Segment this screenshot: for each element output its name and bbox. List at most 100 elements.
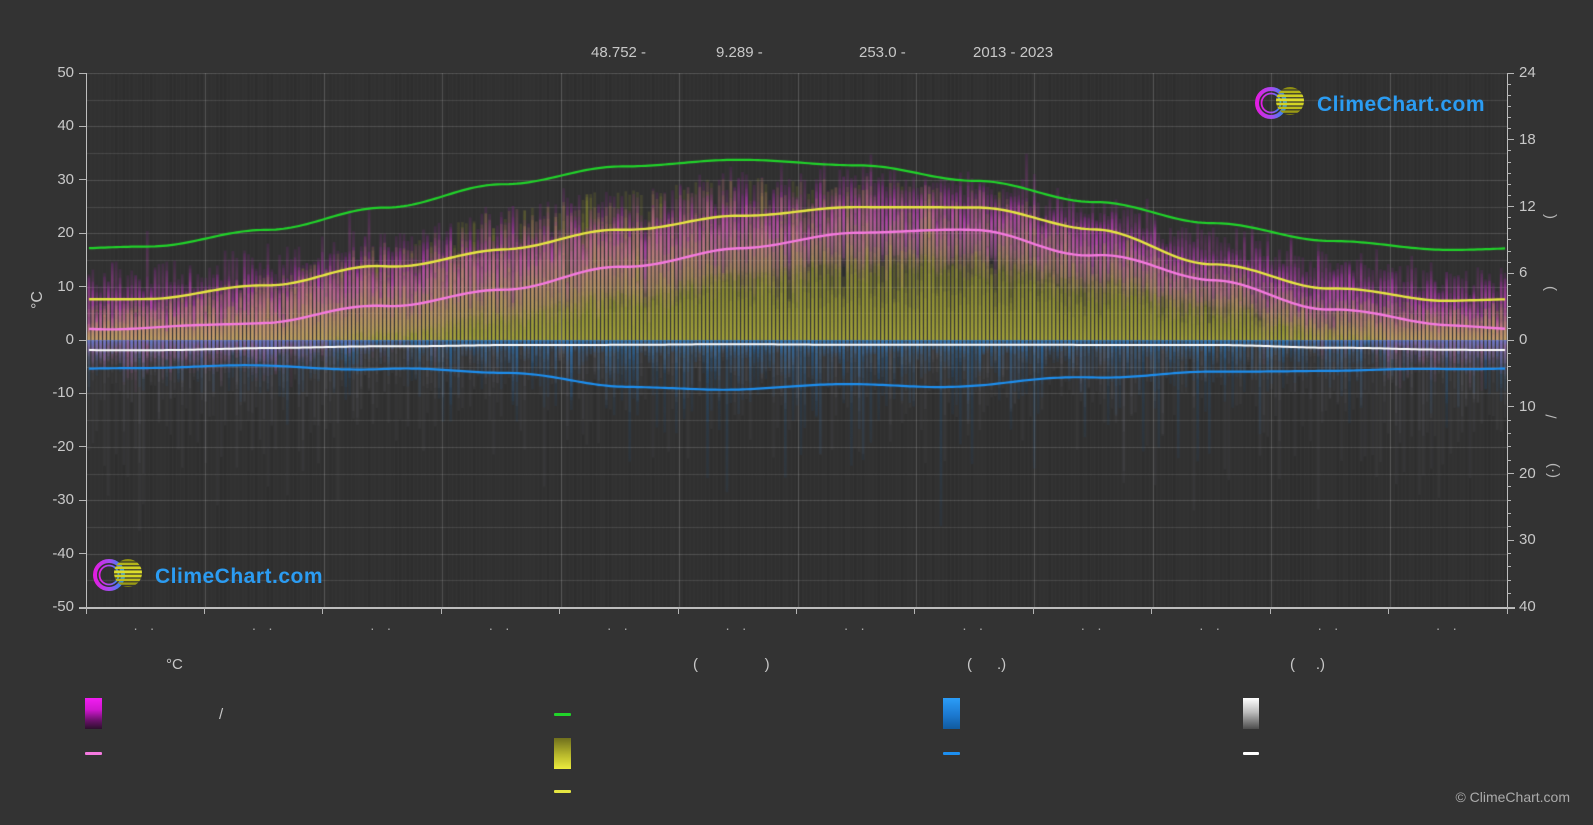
- month-boundary-tick: [322, 607, 324, 614]
- right-hours-axis-tick: [1507, 283, 1511, 285]
- right-axis-label-fragment-4: (·): [1545, 463, 1562, 478]
- legend-snow-bar-swatch: [1243, 698, 1259, 729]
- legend-temperature-header: °C: [166, 656, 183, 673]
- legend-sunshine-line-swatch: [554, 790, 571, 793]
- right-mm-axis-tick: [1507, 406, 1514, 408]
- month-label: · ·: [843, 620, 869, 636]
- legend-daylight-line-swatch: [554, 713, 571, 716]
- right-mm-axis-tick: [1507, 352, 1511, 354]
- month-boundary-tick: [203, 607, 205, 614]
- right-axis-line: [1507, 73, 1508, 608]
- month-label: · ·: [488, 620, 514, 636]
- left-axis-tick-label: 10: [57, 277, 74, 295]
- right-axis-label-fragment-2: (: [1542, 286, 1559, 291]
- right-mm-axis-tick: [1507, 539, 1514, 541]
- header-year-range: 2013 - 2023: [973, 44, 1054, 61]
- right-hours-axis-tick: [1507, 183, 1511, 185]
- left-axis-tick: [79, 446, 86, 448]
- month-label: · ·: [725, 620, 751, 636]
- left-axis-line: [86, 73, 87, 608]
- right-axis-label-fragment-1: ): [1542, 214, 1559, 219]
- copyright-text: © ClimeChart.com: [1455, 789, 1570, 805]
- month-boundary-tick: [1269, 607, 1271, 614]
- right-hours-axis-tick: [1507, 328, 1511, 330]
- right-hours-axis-tick: [1507, 117, 1511, 118]
- month-label: · ·: [606, 620, 633, 636]
- right-hours-axis-tick: [1507, 306, 1511, 308]
- right-hours-axis-tick: [1507, 161, 1511, 163]
- right-mm-axis-tick: [1507, 566, 1511, 568]
- legend-snow-line-swatch: [1243, 752, 1259, 755]
- month-boundary-tick: [1388, 607, 1390, 614]
- right-hours-axis-tick: [1507, 206, 1514, 207]
- month-label: · ·: [133, 620, 159, 636]
- right-hours-axis-tick: [1507, 94, 1511, 96]
- right-hours-axis-tick: [1507, 295, 1511, 296]
- right-hours-axis-tick: [1507, 150, 1511, 152]
- legend-sun-header: ( ): [693, 656, 770, 673]
- left-axis-tick: [79, 232, 86, 234]
- right-hours-axis-tick: [1507, 228, 1511, 230]
- right-hours-axis-tick: [1507, 239, 1511, 241]
- left-axis-tick-label: 30: [57, 170, 74, 188]
- right-hours-axis-tick: [1507, 272, 1514, 274]
- month-label: · ·: [251, 620, 277, 636]
- left-axis-tick: [79, 125, 86, 127]
- left-axis-tick: [79, 553, 86, 555]
- right-hours-axis-tick: [1507, 194, 1511, 196]
- right-mm-tick-label: 40: [1519, 598, 1536, 615]
- right-hours-tick-label: 12: [1519, 197, 1536, 215]
- left-axis-tick-label: 40: [57, 117, 74, 135]
- left-axis-tick: [79, 286, 86, 288]
- left-axis-tick-label: -10: [52, 384, 74, 402]
- climechart-logo-bottom-left[interactable]: ClimeChart.com: [92, 554, 323, 599]
- legend-sunshine-bar-swatch: [554, 738, 571, 769]
- left-axis-tick: [79, 392, 86, 394]
- right-hours-tick-label: 6: [1519, 264, 1528, 282]
- climechart-logo-text: ClimeChart.com: [155, 564, 324, 588]
- header-longitude: 9.289 -: [716, 44, 763, 61]
- right-mm-axis-tick: [1507, 446, 1511, 448]
- legend-temp-mean-line-swatch: [85, 752, 102, 755]
- month-boundary-tick: [1506, 607, 1508, 614]
- header-elevation: 253.0 -: [859, 44, 906, 61]
- right-mm-tick-label: 20: [1519, 464, 1536, 482]
- month-boundary-tick: [1032, 607, 1034, 614]
- right-hours-axis-tick: [1507, 83, 1511, 85]
- right-mm-axis-tick: [1507, 553, 1511, 555]
- right-mm-axis-tick: [1507, 473, 1514, 474]
- left-axis-tick: [79, 499, 86, 501]
- legend-temp-range-bar-swatch: [85, 698, 102, 729]
- legend-temp-bar-label: /: [219, 706, 224, 723]
- right-mm-axis-tick: [1507, 513, 1511, 515]
- right-hours-axis-tick: [1507, 172, 1511, 174]
- right-hours-axis-tick: [1507, 105, 1511, 107]
- climechart-logo-top-right[interactable]: ClimeChart.com: [1254, 82, 1485, 127]
- right-hours-axis-tick: [1507, 339, 1514, 341]
- legend-rain-bar-swatch: [943, 698, 960, 729]
- right-mm-axis-tick: [1507, 419, 1511, 421]
- month-boundary-tick: [559, 607, 561, 614]
- legend-rain-header: ( .): [967, 656, 1007, 673]
- month-label: · ·: [962, 620, 988, 636]
- right-hours-tick-label: 18: [1519, 130, 1536, 148]
- right-mm-axis-tick: [1507, 499, 1511, 501]
- right-hours-axis-tick: [1507, 72, 1514, 74]
- bottom-axis-line: [79, 607, 1515, 609]
- right-mm-axis-tick: [1507, 606, 1514, 608]
- right-mm-axis-tick: [1507, 392, 1511, 394]
- month-label: · ·: [1435, 620, 1461, 636]
- right-hours-tick-label: 0: [1519, 331, 1528, 348]
- climechart-logo-icon: [1254, 82, 1312, 127]
- month-label: · ·: [1198, 620, 1225, 636]
- left-axis-tick-label: -40: [52, 544, 74, 562]
- month-label: · ·: [370, 620, 396, 636]
- left-axis-tick: [79, 606, 86, 608]
- right-mm-axis-tick: [1507, 379, 1511, 381]
- right-mm-axis-tick: [1507, 593, 1511, 595]
- header-latitude: 48.752 -: [591, 44, 647, 61]
- month-boundary-tick: [796, 607, 797, 614]
- left-axis-tick-label: -20: [52, 437, 74, 455]
- month-boundary-tick: [85, 607, 87, 614]
